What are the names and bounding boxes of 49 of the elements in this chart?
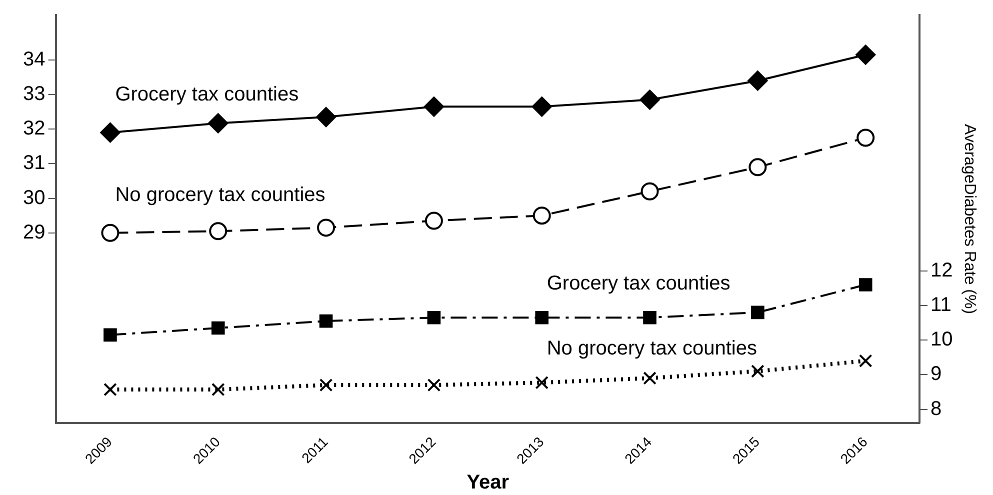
- series-label: Grocery tax counties: [546, 272, 730, 295]
- point: [532, 96, 552, 117]
- point: [640, 182, 659, 200]
- point: [532, 206, 551, 225]
- point: [319, 378, 333, 392]
- point: [104, 382, 117, 396]
- point: [643, 371, 656, 385]
- point: [209, 222, 228, 240]
- point: [535, 310, 549, 324]
- y2-tick-label: 11: [930, 294, 952, 316]
- y2-tick-label: 10: [930, 328, 953, 351]
- point: [751, 364, 764, 378]
- y-tick-label: 29: [22, 221, 46, 244]
- point: [211, 321, 225, 335]
- point: [858, 354, 872, 368]
- series-label: No grocery tax counties: [115, 184, 326, 206]
- series-label: Grocery tax counties: [115, 84, 299, 106]
- point: [316, 107, 336, 128]
- point: [424, 212, 443, 230]
- point: [317, 218, 336, 237]
- point: [427, 310, 441, 324]
- series-label: No grocery tax counties: [546, 338, 757, 360]
- point: [427, 378, 441, 392]
- y-tick-label: 31: [22, 152, 46, 174]
- point: [319, 314, 333, 328]
- y-tick-label: 30: [22, 186, 46, 209]
- point: [211, 382, 225, 396]
- y2-axis-title: AverageDiabetes Rate (%): [960, 124, 978, 314]
- point: [748, 158, 767, 176]
- y2-tick-label: 12: [930, 259, 953, 282]
- point: [856, 128, 875, 147]
- point: [101, 224, 120, 242]
- point: [104, 328, 117, 342]
- point: [858, 278, 872, 292]
- point: [748, 70, 768, 91]
- point: [751, 306, 764, 320]
- point: [535, 376, 549, 390]
- y2-tick-label: 9: [930, 363, 942, 386]
- y2-tick-label: 8: [930, 398, 942, 420]
- point: [856, 44, 876, 65]
- point: [640, 90, 660, 110]
- y-tick-label: 34: [22, 48, 46, 70]
- point: [424, 96, 444, 117]
- y-tick-label: 32: [22, 118, 46, 140]
- point: [100, 122, 120, 143]
- x-axis-title: Year: [466, 472, 510, 494]
- y-tick-label: 33: [22, 83, 46, 106]
- point: [208, 113, 228, 134]
- point: [643, 310, 656, 324]
